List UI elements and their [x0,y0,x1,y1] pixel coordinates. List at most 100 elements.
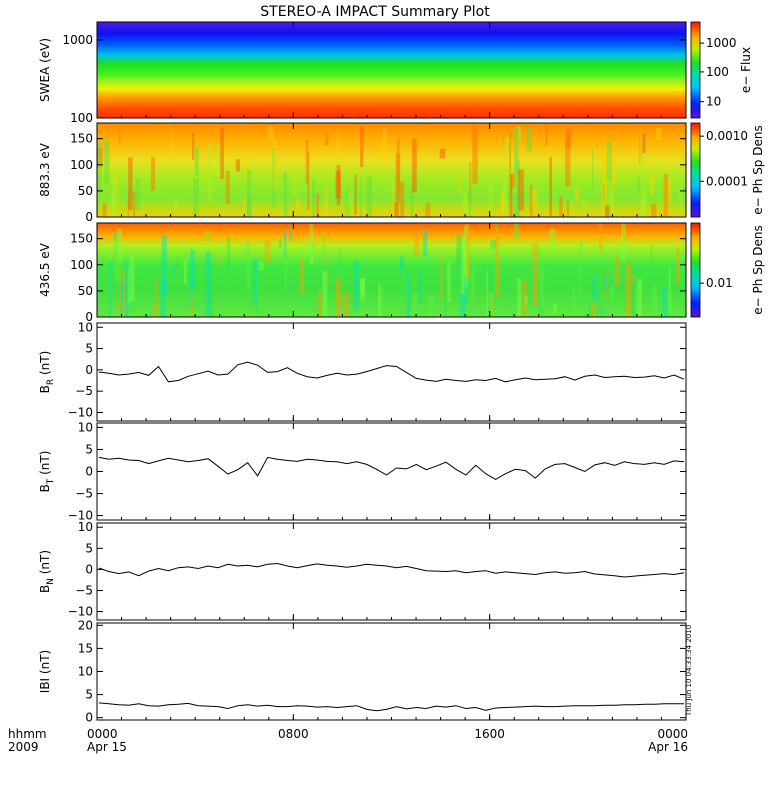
x-date-label: Apr 16 [648,740,688,754]
pad883-heatmap-cell [312,179,315,217]
bmag-y-tick-label: 5 [85,688,93,702]
pad436-colorbar-label: e− Ph Sp Dens [751,225,765,314]
pad883-heatmap-cell [505,137,511,158]
pad883-heatmap-cell [324,133,329,145]
pad436-heatmap-cell [598,223,603,251]
pad436-heatmap-cell [440,256,443,299]
pad883-heatmap-cell [114,170,118,187]
pad883-heatmap-cell [612,155,617,184]
pad883-heatmap-cell [193,178,199,217]
pad883-heatmap-cell [607,191,613,217]
pad883-heatmap-cell [336,164,341,205]
bt-y-tick-label: 10 [78,420,93,434]
pad436-heatmap-cell [406,273,411,317]
pad883-heatmap-cell [469,161,472,204]
year-label: 2009 [8,740,39,754]
pad883-heatmap-cell [655,127,662,141]
bmag-ylabel: IBI (nT) [38,650,52,693]
pad436-heatmap-cell [597,293,599,317]
pad436-heatmap-cell [400,255,404,273]
pad436-heatmap-cell [490,240,497,249]
pad436-heatmap-cell [116,301,121,311]
pad436-heatmap-cell [160,280,166,317]
pad436-heatmap-cell [606,268,608,300]
pad436-heatmap-cell [326,256,328,289]
swea-y-tick-label: 100 [70,111,93,125]
x-date-label: Apr 15 [87,740,127,754]
pad436-heatmap-cell [538,296,544,315]
pad436-heatmap-cell [190,249,195,288]
pad883-y-tick-label: 150 [70,132,93,146]
pad436-heatmap-cell [317,290,322,317]
pad883-heatmap-cell [602,183,605,201]
pad436-heatmap-cell [603,275,609,290]
bn-series-line [98,562,685,578]
pad436-heatmap-cell [342,292,349,317]
pad436-heatmap-cell [176,257,179,268]
pad436-heatmap-cell [592,274,597,301]
pad883-heatmap-cell [605,205,610,217]
pad436-heatmap-cell [339,248,342,278]
pad883-heatmap-cell [410,186,414,217]
pad883-heatmap-cell [458,172,461,195]
pad436-heatmap-cell [591,302,596,317]
pad436-heatmap-cell [517,277,521,317]
pad883-heatmap-cell [425,203,431,217]
pad883-heatmap-cell [110,191,115,217]
pad436-ylabel: 436.5 eV [38,242,52,297]
pad883-heatmap-cell [296,197,301,212]
pad883-heatmap-cell [396,139,400,199]
pad883-colorbar-tick-label: 0.0001 [706,174,748,188]
pad883-heatmap-cell [529,184,533,217]
pad883-heatmap-cell [273,140,277,189]
pad883-heatmap-cell [150,157,156,191]
pad883-heatmap-cell [336,129,339,194]
pad436-heatmap-cell [621,223,626,261]
pad883-heatmap-cell [604,203,611,217]
pad436-heatmap-cell [614,257,620,286]
pad883-heatmap-cell [171,127,173,163]
pad436-heatmap-cell [252,258,257,305]
pad883-heatmap-cell [246,169,251,217]
pad436-heatmap-cell [632,273,635,284]
pad436-heatmap-cell [463,225,469,287]
panel-bn: 10 5 0 −5 −10 BN (nT) [38,520,687,621]
pad883-heatmap-cell [663,174,669,217]
pad436-heatmap-cell [538,247,540,279]
pad436-heatmap-cell [488,305,491,317]
pad436-heatmap-cell [119,265,122,316]
pad436-heatmap-cell [488,265,492,293]
pad883-heatmap-cell [324,186,329,217]
pad436-heatmap-cell [489,293,495,317]
br-y-tick-label: 10 [78,320,93,334]
pad436-heatmap-cell [625,262,632,317]
pad883-heatmap-cell [488,184,493,217]
pad436-heatmap-cell [413,233,420,256]
pad883-heatmap-cell [380,127,383,139]
pad436-heatmap-cell [360,278,365,293]
pad883-heatmap-cell [514,127,519,175]
bt-y-tick-label: −10 [68,509,93,523]
timestamp-label: Thu Jun 10 04:33:34 2010 [685,625,693,717]
pad883-colorbar [690,122,701,218]
pad883-heatmap-cell [545,123,548,146]
pad883-heatmap-cell [128,157,133,211]
pad883-heatmap-cell [194,147,198,176]
pad436-heatmap-cell [205,251,211,316]
pad436-heatmap-cell [322,271,328,317]
pad883-heatmap-cell [280,207,287,217]
br-y-tick-label: −10 [68,405,93,419]
pad883-heatmap-cell [243,197,248,217]
pad436-heatmap-cell [447,262,451,303]
pad436-heatmap-cell [125,260,129,317]
pad436-heatmap-cell [283,229,287,258]
pad883-colorbar-label: e− Ph Sp Dens [751,125,765,214]
pad883-heatmap-cell [225,171,230,204]
pad883-heatmap-cell [305,139,309,184]
pad436-heatmap-cell [299,258,304,293]
pad883-heatmap-cell [663,179,669,217]
pad436-heatmap-cell [309,224,314,264]
pad436-heatmap-cell [360,277,365,301]
bn-ylabel: BN (nT) [38,550,56,593]
pad883-heatmap-cell [611,181,614,214]
